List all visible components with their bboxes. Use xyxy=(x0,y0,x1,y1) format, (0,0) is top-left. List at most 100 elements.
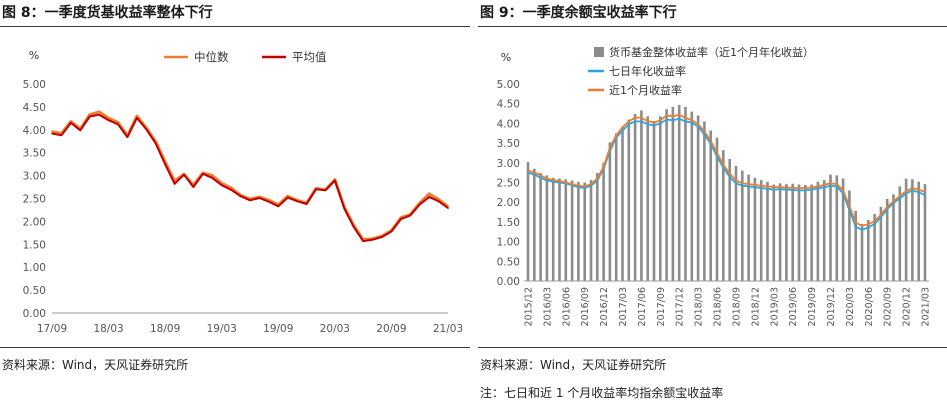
x-tick-label: 2020/12 xyxy=(902,287,913,326)
series-line-1 xyxy=(51,110,449,242)
series-2-point xyxy=(305,203,308,205)
bar xyxy=(589,180,593,281)
bar xyxy=(677,104,681,282)
x-tick-label: 2016/12 xyxy=(599,287,610,326)
bar xyxy=(734,166,738,281)
series-1-point xyxy=(286,195,289,197)
series-2-point xyxy=(334,179,336,182)
y-tick-label: 3.50 xyxy=(23,148,46,160)
y-tick-label: 3.00 xyxy=(23,171,46,183)
left-source-text: 资料来源：Wind，天风证券研究所 xyxy=(2,358,189,372)
series-2-point xyxy=(117,123,119,126)
bar xyxy=(526,162,530,281)
y-tick-label: 4.50 xyxy=(23,102,46,114)
x-tick-label: 2020/06 xyxy=(864,287,875,326)
series-2-point xyxy=(230,189,232,191)
bar xyxy=(759,180,763,281)
right-bar-line-chart: % 0.00 0.50 1.00 1.50 2.00 2.50 3.00 3.50 4.00 4.5… xyxy=(497,45,932,326)
series-2-point xyxy=(428,196,430,198)
bar xyxy=(602,162,605,281)
bar xyxy=(804,184,807,281)
series-1-point xyxy=(136,115,138,117)
bar xyxy=(577,181,580,281)
series-2-point xyxy=(154,142,157,145)
y-tick-label: 1.50 xyxy=(23,239,46,251)
bar xyxy=(753,177,757,281)
series-2-point xyxy=(202,173,204,175)
series-2-point xyxy=(239,195,242,197)
bar xyxy=(690,111,694,281)
legend-label-1: 货币基金整体收益率（近1个月年化收益） xyxy=(609,45,814,59)
y-tick-label: 0.00 xyxy=(497,276,520,288)
series-1-point xyxy=(107,117,110,120)
bar xyxy=(873,214,876,281)
bar xyxy=(741,170,744,281)
x-tick-label: 2018/12 xyxy=(750,287,761,326)
left-bottom-rule xyxy=(0,347,470,348)
bar xyxy=(633,113,637,282)
series-2-point xyxy=(362,240,364,242)
y-tick-label: 1.00 xyxy=(497,237,520,249)
y-tick-label: 3.00 xyxy=(497,158,520,170)
bar xyxy=(684,106,687,282)
x-tick-label: 19/09 xyxy=(263,323,293,335)
series-line-1 xyxy=(527,117,926,231)
x-tick-label: 2017/09 xyxy=(656,287,667,326)
bar xyxy=(596,173,599,281)
x-tick-label: 2020/09 xyxy=(883,287,894,326)
legend-label-2: 平均值 xyxy=(292,50,327,64)
x-tick-label: 2019/03 xyxy=(769,287,780,326)
series-1-point xyxy=(98,111,100,113)
x-tick-label: 20/03 xyxy=(320,323,350,335)
series-2-point xyxy=(183,173,185,176)
series-2-point xyxy=(277,205,280,208)
x-tick-label: 2016/06 xyxy=(561,287,572,326)
bar xyxy=(564,179,568,281)
bar xyxy=(898,186,902,281)
bar xyxy=(854,210,857,281)
left-top-rule xyxy=(0,26,470,27)
bar xyxy=(848,190,851,281)
x-tick-label: 2016/09 xyxy=(580,287,591,326)
series-2-point xyxy=(286,196,289,199)
bar xyxy=(551,177,555,281)
x-tick-label: 2017/03 xyxy=(618,287,629,326)
y-tick-label: 1.00 xyxy=(23,262,46,274)
x-tick-label: 2017/06 xyxy=(637,287,648,326)
series-2-point xyxy=(136,117,138,119)
series-2-point xyxy=(418,203,421,206)
series-2-point xyxy=(343,207,346,210)
series-2-point xyxy=(51,132,53,135)
bar xyxy=(810,184,813,281)
x-tick-label: 2021/03 xyxy=(921,287,932,326)
series-2-point xyxy=(145,128,148,131)
legend-label-1: 中位数 xyxy=(194,50,229,64)
bar xyxy=(879,206,883,281)
bar xyxy=(747,174,750,281)
x-tick-label: 2019/06 xyxy=(788,287,799,326)
bar xyxy=(791,183,794,281)
y-tick-label: 4.00 xyxy=(23,125,46,137)
bar xyxy=(829,174,832,281)
x-tick-label: 2015/12 xyxy=(524,287,535,326)
series-1-point xyxy=(211,174,214,177)
series-2-point xyxy=(211,177,214,179)
series-2-point xyxy=(400,218,402,220)
y-tick-label: 2.00 xyxy=(497,197,520,209)
bar xyxy=(911,179,914,281)
right-chart-panel: 图 9：一季度余额宝收益率下行 % 0.00 0.50 1.00 1.50 2.00 2.5… xyxy=(478,0,947,405)
series-line-2 xyxy=(527,113,926,227)
bar xyxy=(665,109,668,281)
series-2-point xyxy=(437,200,440,202)
x-tick-label: 18/03 xyxy=(93,323,123,335)
series-1-point xyxy=(51,130,53,133)
bar xyxy=(539,173,542,281)
x-tick-label: 2018/03 xyxy=(694,287,705,326)
x-tick-label: 2018/09 xyxy=(731,287,742,326)
left-chart-panel: 图 8：一季度货基收益率整体下行 % 0.00 0.50 1.00 1.50 2.00 2.… xyxy=(0,0,470,405)
y-unit-label: % xyxy=(29,49,39,62)
series-2-point xyxy=(107,119,110,121)
y-tick-label: 2.50 xyxy=(23,194,46,206)
series-2-point xyxy=(315,188,317,191)
bar xyxy=(715,137,719,281)
